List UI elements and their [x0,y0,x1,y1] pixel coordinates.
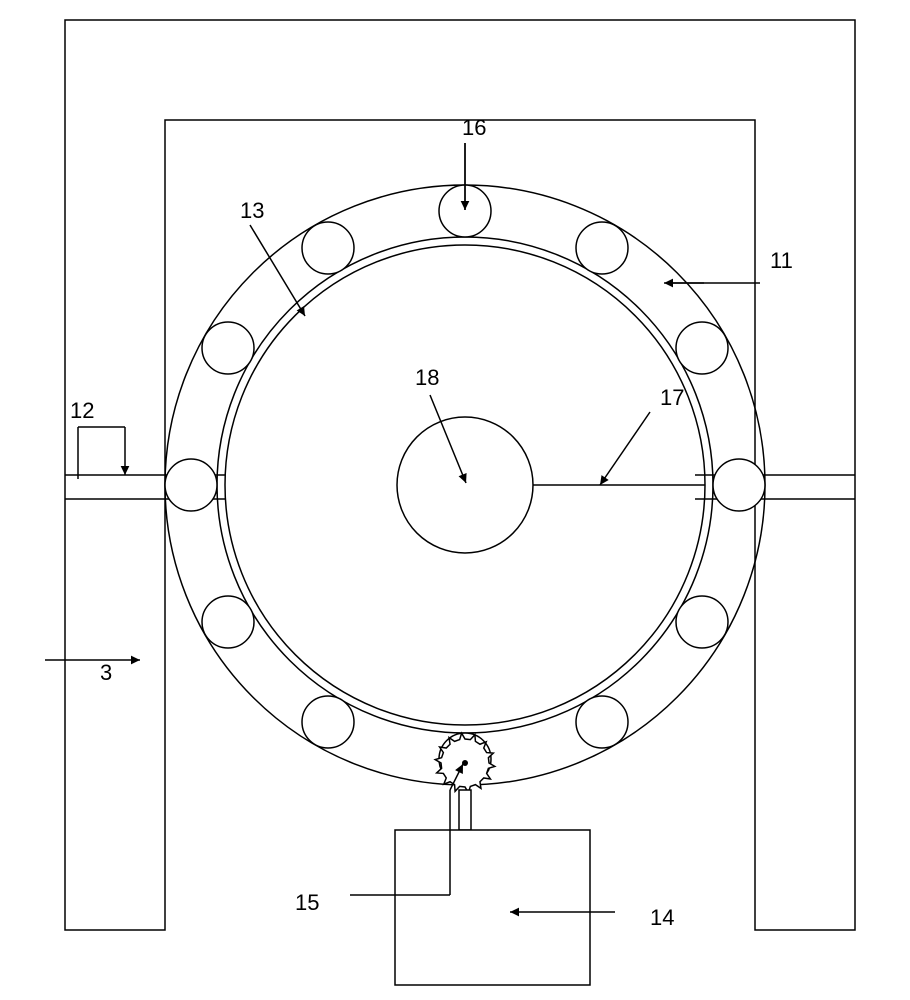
label-l16: 16 [462,115,486,140]
ball [676,322,728,374]
ball [576,222,628,274]
label-l12: 12 [70,398,94,423]
label-l17: 17 [660,385,684,410]
arrow-3-arrowhead [131,656,140,665]
ball [302,222,354,274]
arrow-13-leader [250,225,305,316]
gear-shaft [459,790,471,830]
label-l18: 18 [415,365,439,390]
arrow-18-leader [430,395,466,483]
arrow-11-arrowhead [664,279,673,288]
ball [576,696,628,748]
label-l15: 15 [295,890,319,915]
hub [397,417,533,553]
ball [713,459,765,511]
arrow-17-arrowhead [600,475,609,485]
ball [165,459,217,511]
arrow-12-arrowhead [121,466,130,475]
ball [202,322,254,374]
label-l3: 3 [100,660,112,685]
label-l14: 14 [650,905,674,930]
arrow-17-leader [600,412,650,485]
ball [302,696,354,748]
label-l11: 11 [770,248,793,273]
label-l13: 13 [240,198,264,223]
ball [202,596,254,648]
ball [676,596,728,648]
motor [395,830,590,985]
arrow-13-arrowhead [297,306,305,316]
